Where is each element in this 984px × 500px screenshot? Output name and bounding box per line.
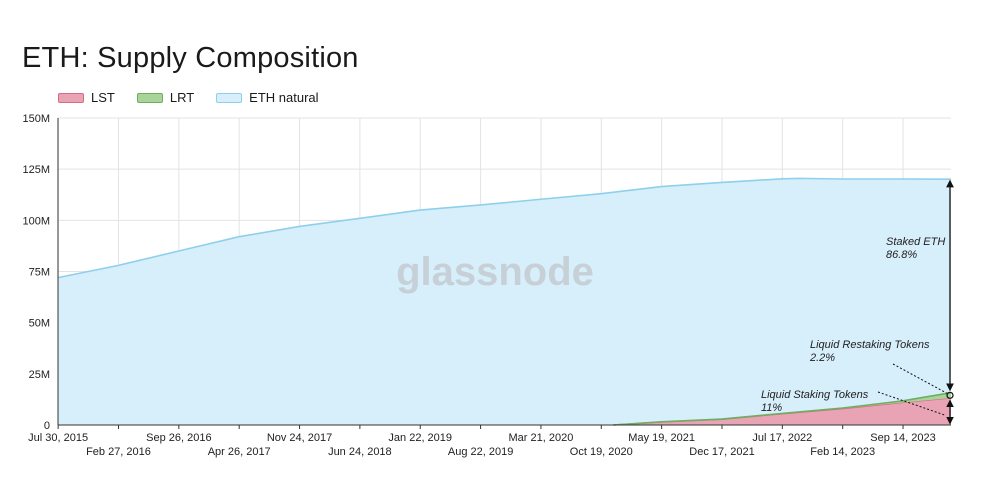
y-tick-label: 25M	[29, 369, 50, 381]
x-tick-label: Jul 17, 2022	[752, 432, 812, 444]
legend-item-lst[interactable]: LST	[58, 90, 115, 105]
lst-area	[613, 397, 951, 425]
x-tick-label: Sep 14, 2023	[870, 432, 935, 444]
x-tick-label: Feb 14, 2023	[810, 446, 875, 458]
y-tick-label: 50M	[29, 318, 50, 330]
lrt-marker	[946, 391, 954, 399]
page-title: ETH: Supply Composition	[22, 42, 359, 74]
x-tick-label: Feb 27, 2016	[86, 446, 151, 458]
staked-eth-label: Staked ETH	[886, 236, 945, 248]
legend-item-lrt[interactable]: LRT	[136, 90, 195, 105]
lrt-swatch	[136, 92, 163, 103]
x-tick-label: Jan 22, 2019	[388, 432, 452, 444]
eth-natural-line	[57, 177, 952, 279]
watermark: glassnode	[396, 250, 594, 294]
y-tick-label: 75M	[29, 267, 50, 279]
y-tick-label: 0	[44, 420, 50, 432]
x-tick-label: Jul 30, 2015	[28, 432, 88, 444]
x-tick-label: Sep 26, 2016	[146, 432, 211, 444]
x-tick-label: May 19, 2021	[628, 432, 695, 444]
chart-legend: LST LRT ETH natural	[58, 90, 319, 105]
x-tick-label: Aug 22, 2019	[448, 446, 513, 458]
lst-swatch	[58, 92, 84, 103]
x-tick-label: Nov 24, 2017	[267, 432, 332, 444]
eth-natural-area	[58, 178, 951, 425]
chart-areas	[57, 177, 952, 426]
lrt-label: Liquid Restaking Tokens	[810, 339, 930, 351]
x-tick-label: Oct 19, 2020	[570, 446, 633, 458]
y-tick-label: 150M	[22, 113, 50, 125]
lst-value: 11%	[761, 402, 782, 414]
x-tick-label: Dec 17, 2021	[689, 446, 754, 458]
x-tick-label: Jun 24, 2018	[328, 446, 392, 458]
chart-axes: 0 25M 50M 75M 100M 125M 150M Jul 30, 2015 Sep 26…	[22, 113, 951, 458]
x-tick-label: Mar 21, 2020	[509, 432, 574, 444]
legend-label-lst: LST	[91, 90, 115, 105]
lrt-line	[613, 391, 952, 426]
lrt-value: 2.2%	[809, 352, 835, 364]
legend-label-lrt: LRT	[169, 90, 195, 105]
lst-label: Liquid Staking Tokens	[761, 389, 869, 401]
staked-eth-value: 86.8%	[886, 249, 917, 261]
eth-natural-swatch	[216, 92, 243, 103]
x-tick-label: Apr 26, 2017	[208, 446, 271, 458]
y-tick-label: 125M	[22, 164, 50, 176]
legend-item-eth-natural[interactable]: ETH natural	[216, 90, 319, 105]
legend-label-eth-natural: ETH natural	[249, 90, 319, 105]
y-tick-label: 100M	[22, 215, 50, 227]
